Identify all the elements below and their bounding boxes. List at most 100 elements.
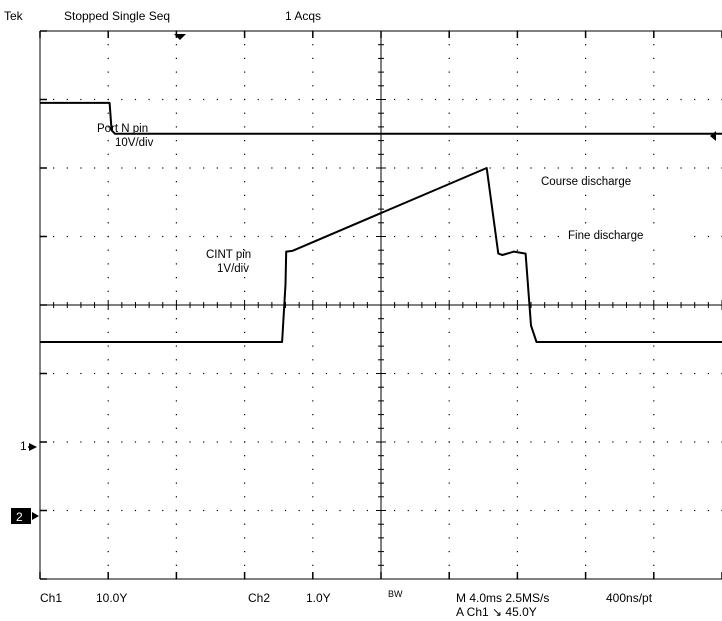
- grid-dot: [312, 372, 314, 375]
- grid-dot: [66, 441, 68, 443]
- grid-dot: [312, 359, 314, 361]
- grid-dot: [284, 441, 287, 443]
- grid-dot: [448, 290, 450, 292]
- grid-dot: [585, 208, 587, 210]
- grid-dot: [653, 509, 655, 512]
- grid-dot: [162, 509, 164, 512]
- timebase-readout: M 4.0ms 2.5MS/s: [456, 591, 549, 605]
- grid-dot: [257, 509, 259, 512]
- grid-dot: [530, 372, 532, 375]
- grid-dot: [516, 126, 518, 128]
- grid-dot: [653, 386, 655, 388]
- grid-dot: [175, 427, 177, 429]
- grid-dot: [66, 509, 68, 512]
- brand-label: Tek: [4, 9, 24, 23]
- grid-dot: [434, 509, 437, 512]
- grid-dot: [394, 167, 396, 169]
- grid-dot: [339, 235, 341, 238]
- grid-dot: [394, 509, 396, 512]
- grid-dot: [366, 441, 368, 443]
- grid-dot: [544, 372, 546, 375]
- grid-dot: [353, 98, 355, 101]
- grid-dot: [448, 181, 450, 183]
- grid-dot: [312, 468, 314, 470]
- grid-dot: [134, 372, 137, 375]
- grid-dot: [244, 98, 246, 101]
- grid-dot: [516, 208, 518, 210]
- grid-dot: [366, 509, 368, 512]
- grid-dot: [516, 427, 518, 429]
- grid-dot: [257, 167, 259, 169]
- grid-dot: [448, 112, 450, 114]
- grid-dot: [271, 372, 273, 375]
- grid-dot: [448, 126, 450, 128]
- grid-dot: [244, 181, 246, 183]
- grid-dot: [585, 523, 587, 525]
- grid-dot: [312, 194, 314, 196]
- grid-dot: [107, 509, 109, 512]
- grid-dot: [107, 208, 109, 210]
- grid-dot: [284, 98, 287, 101]
- grid-dot: [366, 372, 368, 375]
- grid-dot: [107, 112, 109, 114]
- grid-dot: [557, 372, 559, 375]
- grid-dot: [585, 427, 587, 429]
- grid-dot: [585, 400, 587, 402]
- grid-dot: [530, 98, 532, 101]
- grid-dot: [516, 551, 518, 553]
- grid-dot: [175, 509, 177, 512]
- grid-dot: [107, 194, 109, 196]
- grid-dot: [557, 441, 559, 443]
- grid-dot: [585, 167, 587, 169]
- grid-dot: [107, 359, 109, 361]
- grid-dot: [434, 167, 437, 169]
- traces: [40, 101, 722, 343]
- grid-dot: [175, 277, 177, 279]
- grid-dot: [107, 468, 109, 470]
- grid-dot: [516, 57, 518, 59]
- grid-dot: [653, 153, 655, 155]
- grid-dot: [694, 441, 696, 443]
- grid-dot: [203, 167, 205, 169]
- grid-dot: [653, 482, 655, 484]
- grid-dot: [244, 455, 246, 457]
- grid-dot: [653, 345, 655, 347]
- grid-dot: [284, 167, 287, 169]
- grid-dot: [175, 537, 177, 539]
- grid-dot: [571, 441, 573, 443]
- grid-dot: [639, 372, 641, 375]
- grid-dot: [175, 71, 177, 73]
- grid-dot: [298, 509, 300, 512]
- ch1-ground-arrow: [29, 443, 37, 451]
- grid-dot: [421, 167, 423, 169]
- grid-dot: [666, 441, 669, 443]
- grid-dot: [680, 98, 682, 101]
- grid-dot: [66, 235, 68, 238]
- grid-dot: [407, 167, 409, 169]
- grid-dot: [516, 509, 518, 512]
- fine-label-backing: [566, 227, 688, 243]
- grid-dot: [216, 509, 218, 512]
- grid-dot: [585, 126, 587, 128]
- ch1-label: Ch1: [40, 591, 62, 605]
- grid-dot: [175, 140, 177, 142]
- grid-dot: [175, 153, 177, 155]
- grid-dot: [653, 427, 655, 429]
- grid-dot: [516, 455, 518, 457]
- grid-dot: [244, 496, 246, 498]
- grid-dot: [134, 509, 137, 512]
- grid-dot: [216, 441, 218, 443]
- grid-dot: [516, 318, 518, 320]
- grid-dot: [312, 564, 314, 566]
- grid-dot: [175, 98, 177, 101]
- grid-dot: [448, 359, 450, 361]
- grid-dot: [421, 235, 423, 238]
- grid-dot: [571, 98, 573, 101]
- grid-dot: [244, 551, 246, 553]
- grid-dot: [598, 167, 600, 169]
- grid-dot: [148, 441, 150, 443]
- port-n-pin-trace: [40, 101, 722, 135]
- grid-dot: [530, 167, 532, 169]
- grid-dot: [394, 235, 396, 238]
- grid-dot: [516, 414, 518, 416]
